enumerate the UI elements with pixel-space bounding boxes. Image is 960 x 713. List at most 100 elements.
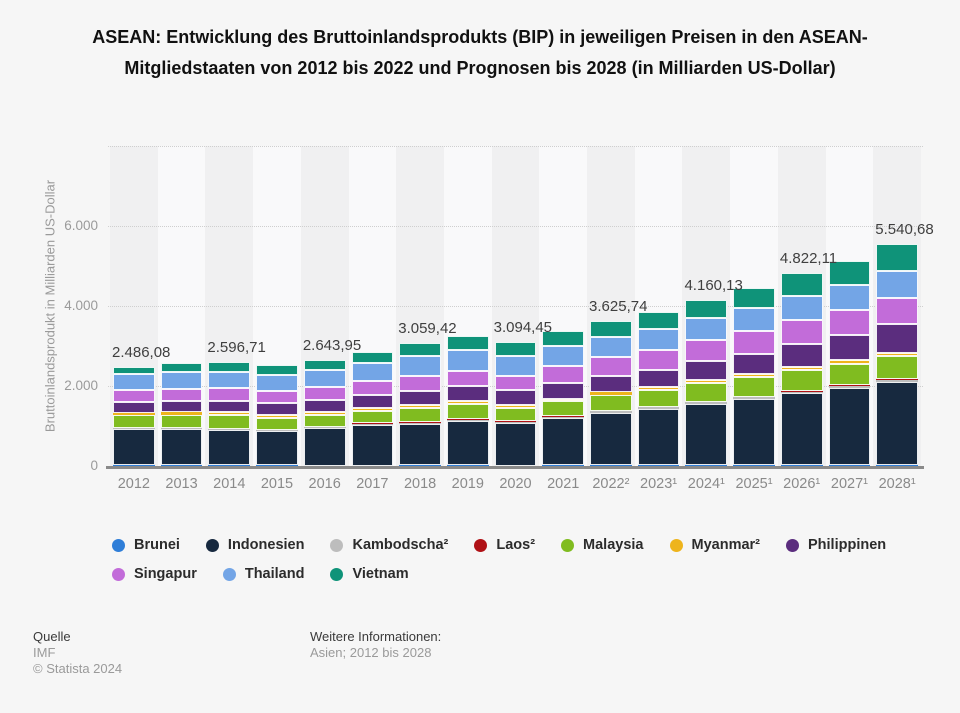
bar-segment-malaysia[interactable] bbox=[685, 383, 728, 402]
bar-segment-singapur[interactable] bbox=[303, 386, 346, 400]
bar-segment-kambodscha[interactable] bbox=[685, 402, 728, 404]
bar-segment-indonesien[interactable] bbox=[160, 428, 203, 466]
bar-segment-philippinen[interactable] bbox=[876, 324, 918, 353]
bar-segment-myanmar[interactable] bbox=[303, 412, 346, 415]
bar-segment-vietnam[interactable] bbox=[303, 359, 346, 371]
bar-segment-vietnam[interactable] bbox=[733, 288, 775, 309]
bar-segment-indonesien[interactable] bbox=[542, 418, 585, 466]
bar-segment-malaysia[interactable] bbox=[351, 410, 394, 424]
bar-segment-indonesien[interactable] bbox=[590, 412, 632, 466]
bar-segment-brunei[interactable] bbox=[637, 465, 680, 466]
bar-segment-myanmar[interactable] bbox=[351, 408, 394, 411]
legend-item-thailand[interactable]: Thailand bbox=[222, 566, 304, 582]
bar-segment-brunei[interactable] bbox=[733, 465, 775, 466]
bar-segment-indonesien[interactable] bbox=[733, 398, 775, 466]
bar-segment-brunei[interactable] bbox=[208, 465, 251, 466]
bar-segment-laos[interactable] bbox=[590, 410, 632, 412]
bar-segment-singapur[interactable] bbox=[208, 387, 251, 401]
bar-segment-malaysia[interactable] bbox=[590, 394, 632, 411]
bar-segment-vietnam[interactable] bbox=[208, 362, 251, 372]
bar-segment-thailand[interactable] bbox=[590, 337, 632, 358]
bar-segment-thailand[interactable] bbox=[351, 362, 394, 382]
bar-segment-brunei[interactable] bbox=[590, 465, 632, 466]
legend-item-philippinen[interactable]: Philippinen bbox=[786, 537, 886, 553]
bar-segment-brunei[interactable] bbox=[828, 465, 871, 466]
bar-segment-philippinen[interactable] bbox=[685, 361, 728, 381]
bar-segment-laos[interactable] bbox=[446, 418, 489, 420]
bar-segment-indonesien[interactable] bbox=[256, 431, 298, 466]
bar-segment-kambodscha[interactable] bbox=[494, 422, 537, 424]
bar-segment-malaysia[interactable] bbox=[446, 404, 489, 419]
bar-segment-vietnam[interactable] bbox=[685, 299, 728, 319]
bar-segment-malaysia[interactable] bbox=[733, 377, 775, 397]
bar-segment-kambodscha[interactable] bbox=[399, 422, 441, 424]
bar-segment-philippinen[interactable] bbox=[780, 343, 823, 368]
legend-item-indonesien[interactable]: Indonesien bbox=[205, 537, 304, 553]
bar-segment-thailand[interactable] bbox=[303, 370, 346, 387]
bar-segment-brunei[interactable] bbox=[446, 465, 489, 466]
bar-segment-myanmar[interactable] bbox=[256, 415, 298, 418]
bar-segment-philippinen[interactable] bbox=[494, 390, 537, 405]
bar-segment-myanmar[interactable] bbox=[208, 412, 251, 415]
bar-segment-brunei[interactable] bbox=[256, 465, 298, 466]
legend-item-singapur[interactable]: Singapur bbox=[112, 566, 197, 582]
bar-segment-malaysia[interactable] bbox=[399, 407, 441, 423]
bar-segment-philippinen[interactable] bbox=[446, 386, 489, 402]
bar-segment-philippinen[interactable] bbox=[351, 394, 394, 409]
legend-item-vietnam[interactable]: Vietnam bbox=[330, 566, 409, 582]
bar-segment-indonesien[interactable] bbox=[494, 423, 537, 466]
bar-segment-myanmar[interactable] bbox=[542, 398, 585, 402]
bar-segment-malaysia[interactable] bbox=[876, 355, 918, 380]
bar-segment-kambodscha[interactable] bbox=[733, 397, 775, 399]
bar-segment-philippinen[interactable] bbox=[256, 402, 298, 416]
bar-segment-malaysia[interactable] bbox=[113, 415, 155, 428]
legend-item-malaysia[interactable]: Malaysia bbox=[561, 537, 644, 553]
bar-segment-singapur[interactable] bbox=[876, 298, 918, 325]
bar-segment-vietnam[interactable] bbox=[351, 351, 394, 363]
bar-segment-laos[interactable] bbox=[685, 401, 728, 403]
bar-segment-singapur[interactable] bbox=[446, 371, 489, 387]
bar-segment-vietnam[interactable] bbox=[780, 273, 823, 296]
bar-segment-philippinen[interactable] bbox=[303, 399, 346, 413]
bar-segment-vietnam[interactable] bbox=[637, 311, 680, 330]
bar-segment-kambodscha[interactable] bbox=[113, 428, 155, 429]
bar-segment-malaysia[interactable] bbox=[160, 414, 203, 428]
bar-segment-singapur[interactable] bbox=[637, 349, 680, 370]
bar-segment-laos[interactable] bbox=[208, 428, 251, 430]
bar-segment-singapur[interactable] bbox=[351, 381, 394, 395]
bar-segment-laos[interactable] bbox=[828, 385, 871, 387]
bar-segment-indonesien[interactable] bbox=[876, 381, 918, 466]
bar-segment-philippinen[interactable] bbox=[637, 369, 680, 388]
bar-segment-malaysia[interactable] bbox=[542, 401, 585, 417]
bar-segment-vietnam[interactable] bbox=[256, 365, 298, 375]
bar-segment-laos[interactable] bbox=[733, 396, 775, 398]
legend-item-kambodscha[interactable]: Kambodscha² bbox=[330, 537, 448, 553]
bar-segment-vietnam[interactable] bbox=[160, 363, 203, 372]
bar-segment-philippinen[interactable] bbox=[733, 353, 775, 375]
bar-segment-brunei[interactable] bbox=[113, 465, 155, 466]
bar-segment-philippinen[interactable] bbox=[542, 382, 585, 399]
bar-segment-brunei[interactable] bbox=[780, 465, 823, 466]
bar-segment-myanmar[interactable] bbox=[876, 352, 918, 356]
bar-segment-myanmar[interactable] bbox=[828, 360, 871, 364]
bar-segment-laos[interactable] bbox=[542, 416, 585, 417]
bar-segment-kambodscha[interactable] bbox=[160, 428, 203, 429]
bar-segment-malaysia[interactable] bbox=[780, 370, 823, 392]
bar-segment-myanmar[interactable] bbox=[780, 367, 823, 371]
bar-segment-singapur[interactable] bbox=[685, 340, 728, 362]
bar-segment-thailand[interactable] bbox=[828, 284, 871, 311]
legend-item-laos[interactable]: Laos² bbox=[474, 537, 535, 553]
bar-segment-malaysia[interactable] bbox=[494, 407, 537, 422]
bar-segment-singapur[interactable] bbox=[542, 365, 585, 383]
bar-segment-myanmar[interactable] bbox=[590, 392, 632, 395]
bar-segment-brunei[interactable] bbox=[542, 465, 585, 466]
bar-segment-laos[interactable] bbox=[876, 379, 918, 380]
bar-segment-indonesien[interactable] bbox=[637, 408, 680, 466]
bar-segment-thailand[interactable] bbox=[208, 371, 251, 388]
bar-segment-laos[interactable] bbox=[351, 423, 394, 425]
bar-segment-vietnam[interactable] bbox=[542, 331, 585, 346]
bar-segment-vietnam[interactable] bbox=[494, 342, 537, 357]
bar-segment-malaysia[interactable] bbox=[828, 363, 871, 386]
bar-segment-singapur[interactable] bbox=[780, 320, 823, 344]
bar-segment-singapur[interactable] bbox=[733, 331, 775, 354]
